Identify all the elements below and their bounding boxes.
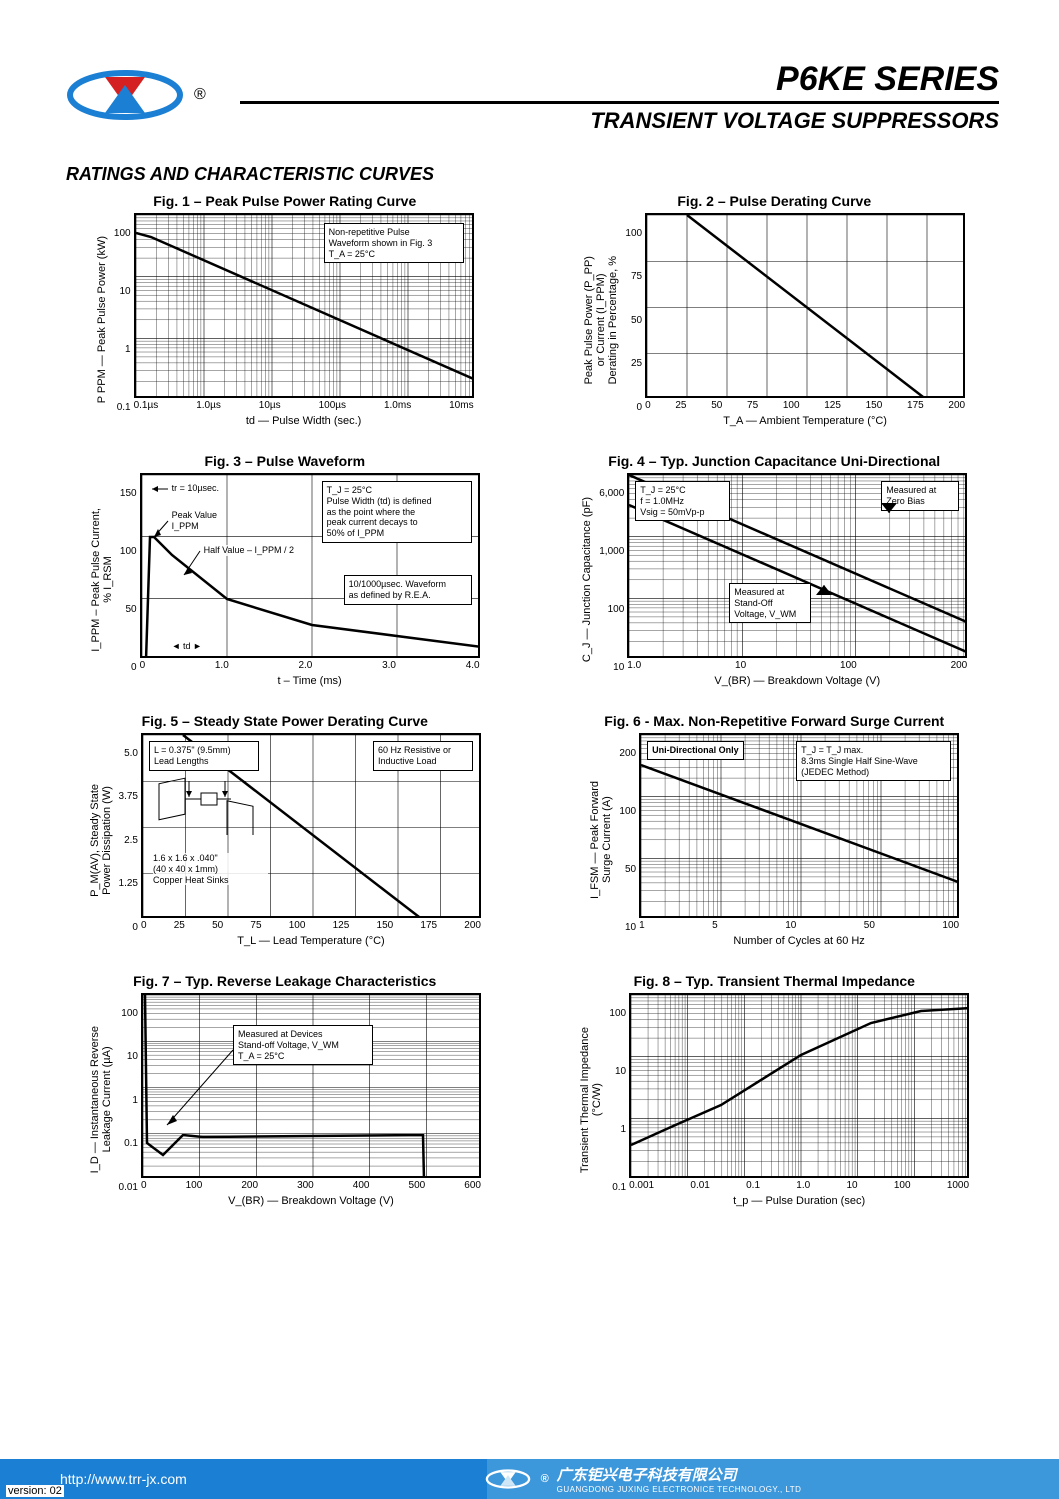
y-axis-label: P_M(AV), Steady StatePower Dissipation (…	[89, 784, 113, 897]
y-axis-label: Peak Pulse Power (P_PP)or Current (I_PPM…	[583, 256, 619, 384]
footer: http://www.trr-jx.com ® 广东钜兴电子科技有限公司 GUA…	[0, 1459, 1059, 1499]
series-title: P6KE SERIES	[240, 60, 999, 99]
y-axis-label: I_D — Instantaneous ReverseLeakage Curre…	[89, 1026, 113, 1173]
x-axis-label: t_p — Pulse Duration (sec)	[629, 1195, 969, 1207]
footer-logo-icon	[483, 1466, 533, 1492]
fig1: Fig. 1 – Peak Pulse Power Rating Curve P…	[60, 193, 510, 427]
plot-area	[629, 993, 969, 1178]
plot-area	[645, 213, 965, 398]
footer-company-cn: 广东钜兴电子科技有限公司	[557, 1467, 737, 1484]
x-axis-label: T_A — Ambient Temperature (°C)	[645, 415, 965, 427]
x-axis-label: V_(BR) — Breakdown Voltage (V)	[141, 1195, 481, 1207]
fig7: Fig. 7 – Typ. Reverse Leakage Characteri…	[60, 973, 510, 1207]
plot-area: T_J = 25°Cf = 1.0MHzVsig = 50mVp-p Measu…	[627, 473, 967, 658]
x-axis-label: Number of Cycles at 60 Hz	[639, 935, 959, 947]
y-axis-label: Transient Thermal Impedance(°C/W)	[579, 1027, 603, 1173]
plot-area: L = 0.375" (9.5mm)Lead Lengths 60 Hz Res…	[141, 733, 481, 918]
fig2: Fig. 2 – Pulse Derating Curve Peak Pulse…	[550, 193, 1000, 427]
x-axis-label: V_(BR) — Breakdown Voltage (V)	[627, 675, 967, 687]
x-axis-label: td — Pulse Width (sec.)	[134, 415, 474, 427]
footer-company-en: GUANGDONG JUXING ELECTRONICE TECHNOLOGY.…	[557, 1485, 802, 1494]
title-rule	[240, 101, 999, 104]
subtitle: TRANSIENT VOLTAGE SUPPRESSORS	[240, 108, 999, 134]
y-axis-label: P PPM — Peak Pulse Power (kW)	[96, 236, 108, 403]
footer-url: http://www.trr-jx.com	[60, 1471, 483, 1487]
x-axis-label: t – Time (ms)	[140, 675, 480, 687]
fig5: Fig. 5 – Steady State Power Derating Cur…	[60, 713, 510, 947]
fig4: Fig. 4 – Typ. Junction Capacitance Uni-D…	[550, 453, 1000, 687]
brand-logo: ®	[60, 60, 210, 130]
registered-mark: ®	[194, 86, 206, 104]
y-axis-label: I_FSM — Peak ForwardSurge Current (A)	[589, 781, 613, 899]
y-axis-label: I_PPM – Peak Pulse Current,% I_RSM	[90, 508, 114, 652]
version-label: version: 02	[6, 1485, 64, 1497]
fig3: Fig. 3 – Pulse Waveform I_PPM – Peak Pul…	[60, 453, 510, 687]
plot-area: Non-repetitive PulseWaveform shown in Fi…	[134, 213, 474, 398]
figure-grid: Fig. 1 – Peak Pulse Power Rating Curve P…	[60, 193, 999, 1207]
fig8: Fig. 8 – Typ. Transient Thermal Impedanc…	[550, 973, 1000, 1207]
fig6: Fig. 6 - Max. Non-Repetitive Forward Sur…	[550, 713, 1000, 947]
plot-area: Measured at DevicesStand-off Voltage, V_…	[141, 993, 481, 1178]
plot-area: Uni-Directional Only T_J = T_J max.8.3ms…	[639, 733, 959, 918]
plot-area: T_J = 25°CPulse Width (td) is definedas …	[140, 473, 480, 658]
section-title: RATINGS AND CHARACTERISTIC CURVES	[66, 164, 999, 185]
y-axis-label: C_J — Junction Capacitance (pF)	[581, 497, 593, 662]
x-axis-label: T_L — Lead Temperature (°C)	[141, 935, 481, 947]
header: ® P6KE SERIES TRANSIENT VOLTAGE SUPPRESS…	[60, 60, 999, 134]
